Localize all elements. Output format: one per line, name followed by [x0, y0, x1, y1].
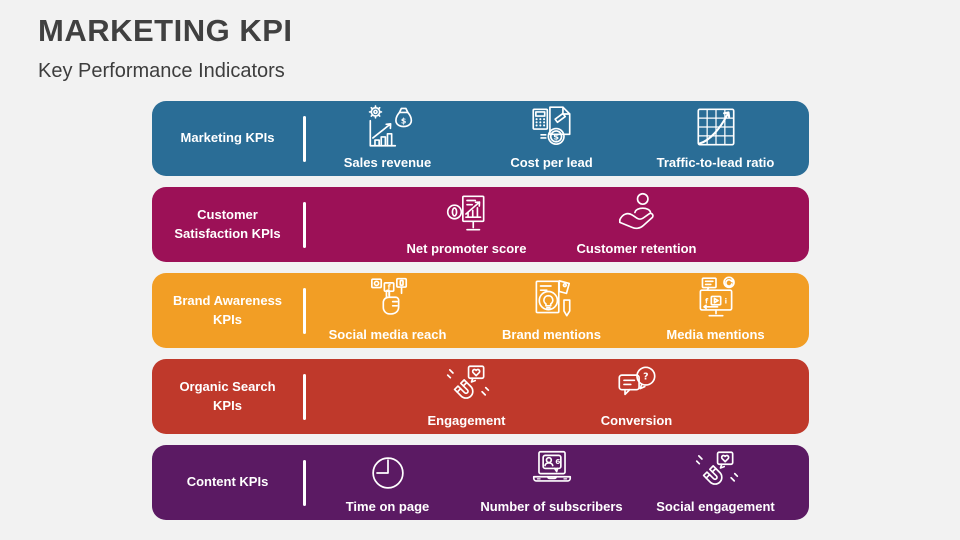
row-label-text: Content KPIs	[186, 474, 269, 490]
row-label-text: Organic Search KPIs	[179, 378, 276, 413]
kpi-item-social-engagement: Social engagement	[638, 445, 794, 520]
vertical-divider	[303, 459, 306, 506]
svg-text:$: $	[400, 116, 405, 125]
kpi-rows: Marketing KPIs $ Sales revenue	[152, 101, 809, 520]
vertical-divider	[303, 115, 306, 162]
kpi-item-label: Sales revenue	[343, 155, 432, 170]
kpi-item-label: Media mentions	[666, 327, 765, 342]
kpi-item-label: Social media reach	[328, 327, 447, 342]
kpi-row-organic-search: Organic Search KPIs Engagem	[152, 359, 809, 434]
vertical-divider	[303, 287, 306, 334]
kpi-item-number-of-subscribers: 6 Number of subscribers	[474, 445, 630, 520]
sales-revenue-icon: $	[363, 102, 413, 152]
social-engagement-icon	[691, 446, 741, 496]
slide-subtitle: Key Performance Indicators	[38, 60, 285, 82]
row-label: Marketing KPIs	[152, 101, 303, 176]
customer-retention-icon	[612, 188, 662, 238]
kpi-item-label: Time on page	[345, 499, 430, 514]
row-label-text: Customer Satisfaction KPIs	[174, 206, 281, 241]
conversion-icon: ?	[612, 360, 662, 410]
vertical-divider	[303, 373, 306, 420]
svg-text:f: f	[387, 284, 390, 292]
net-promoter-score-icon	[442, 188, 492, 238]
kpi-row-marketing: Marketing KPIs $ Sales revenue	[152, 101, 809, 176]
kpi-item-label: Customer retention	[576, 241, 697, 256]
kpi-item-brand-mentions: Brand mentions	[474, 273, 630, 348]
row-label: Customer Satisfaction KPIs	[152, 187, 303, 262]
kpi-item-sales-revenue: $ Sales revenue	[310, 101, 466, 176]
traffic-to-lead-ratio-icon	[691, 102, 741, 152]
kpi-item-label: Cost per lead	[510, 155, 593, 170]
svg-text:f: f	[705, 297, 709, 306]
svg-text:6: 6	[555, 457, 560, 466]
kpi-item-conversion: ? Conversion	[559, 359, 715, 434]
number-of-subscribers-icon: 6	[527, 446, 577, 496]
kpi-item-label: Net promoter score	[406, 241, 527, 256]
row-label-text: Brand Awareness KPIs	[172, 292, 283, 327]
kpi-item-customer-retention: Customer retention	[559, 187, 715, 262]
vertical-divider	[303, 201, 306, 248]
kpi-item-label: Social engagement	[656, 499, 775, 514]
svg-text:i: i	[724, 297, 727, 306]
kpi-item-label: Brand mentions	[502, 327, 601, 342]
cost-per-lead-icon: $	[527, 102, 577, 152]
kpi-item-label: Conversion	[600, 413, 673, 428]
media-mentions-icon: f i	[691, 274, 741, 324]
row-label: Content KPIs	[152, 445, 303, 520]
svg-text:?: ?	[643, 371, 648, 382]
kpi-item-media-mentions: f i Media mentions	[638, 273, 794, 348]
kpi-item-engagement: Engagement	[389, 359, 545, 434]
kpi-item-traffic-to-lead-ratio: Traffic-to-lead ratio	[638, 101, 794, 176]
svg-text:$: $	[553, 132, 559, 142]
kpi-item-cost-per-lead: $ Cost per lead	[474, 101, 630, 176]
kpi-row-content: Content KPIs Time on page	[152, 445, 809, 520]
time-on-page-icon	[365, 446, 411, 496]
slide-title: MARKETING KPI	[38, 13, 293, 48]
brand-mentions-icon	[527, 274, 577, 324]
kpi-item-net-promoter-score: Net promoter score	[389, 187, 545, 262]
social-media-reach-icon: f	[363, 274, 413, 324]
kpi-row-brand-awareness: Brand Awareness KPIs f	[152, 273, 809, 348]
kpi-item-label: Number of subscribers	[480, 499, 623, 514]
row-label-text: Marketing KPIs	[180, 130, 275, 146]
kpi-item-time-on-page: Time on page	[310, 445, 466, 520]
row-label: Brand Awareness KPIs	[152, 273, 303, 348]
engagement-icon	[442, 360, 492, 410]
kpi-item-social-media-reach: f Social media reach	[310, 273, 466, 348]
kpi-item-label: Traffic-to-lead ratio	[656, 155, 775, 170]
kpi-row-customer-satisfaction: Customer Satisfaction KPIs Net	[152, 187, 809, 262]
kpi-item-label: Engagement	[427, 413, 506, 428]
row-label: Organic Search KPIs	[152, 359, 303, 434]
